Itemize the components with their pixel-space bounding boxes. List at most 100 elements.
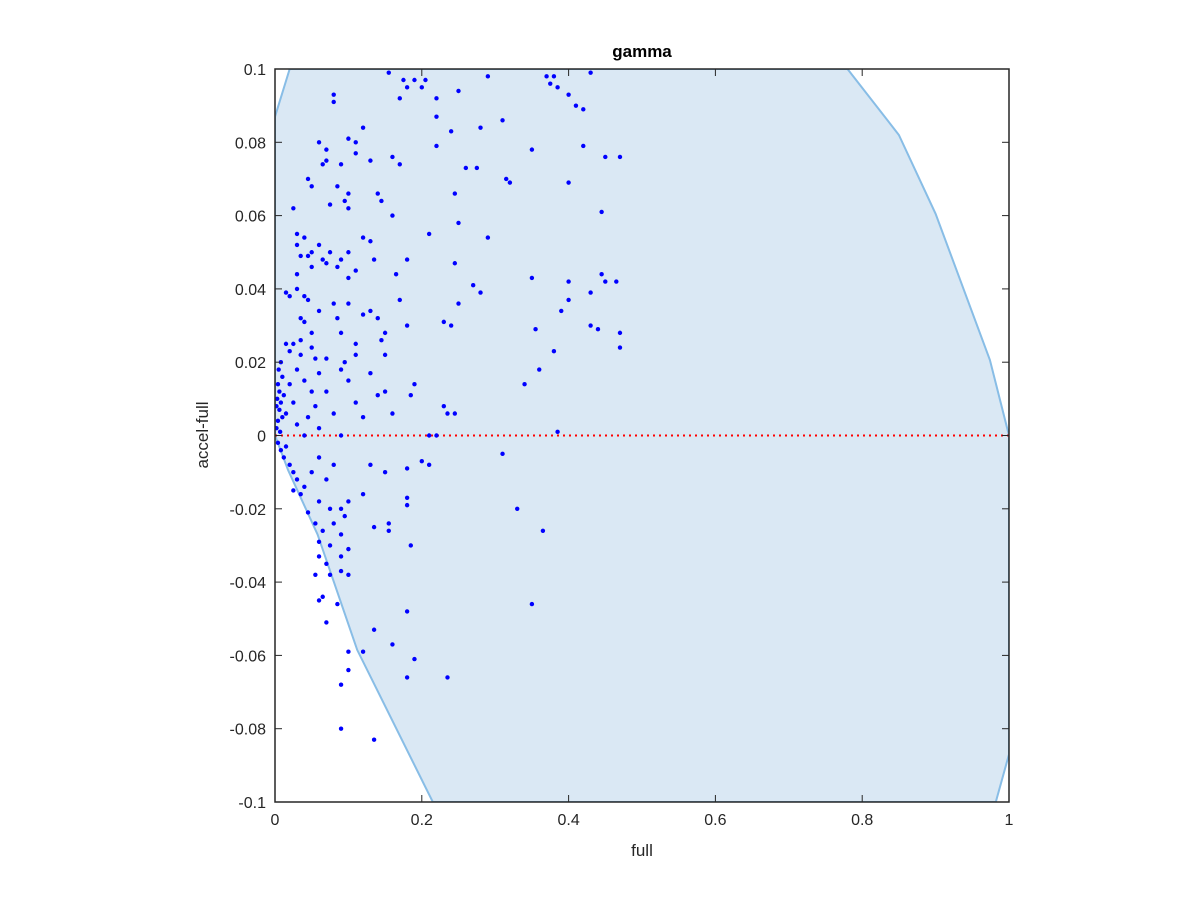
data-point [434,143,439,149]
data-point [327,202,333,207]
data-point [559,308,564,314]
data-point [368,462,373,468]
data-point [335,316,340,321]
data-point [324,158,329,163]
data-point [275,403,279,409]
y-tick-label: 0 [257,429,266,446]
data-point [324,389,329,394]
data-point [298,338,303,343]
data-point [529,601,535,607]
y-tick-label: -0.1 [238,795,266,812]
data-point [452,191,458,196]
data-point [382,330,388,336]
data-point [412,656,417,662]
data-point [419,85,424,90]
data-point [441,319,447,325]
data-point [485,74,491,79]
data-point [426,433,432,438]
data-point [397,162,402,167]
data-point [283,341,289,347]
data-point [338,367,344,372]
data-point [294,422,300,427]
x-axis-label: full [631,841,653,860]
data-point [309,184,314,189]
data-point [275,440,281,446]
data-point [603,279,608,284]
data-point [393,272,399,277]
data-point [346,499,351,504]
data-point [353,341,358,347]
data-point [463,165,469,171]
data-point [313,356,318,361]
data-point [291,400,296,405]
data-point [375,392,380,398]
data-point [599,209,604,215]
x-tick-label: 1 [1005,812,1014,829]
data-point [566,92,571,97]
data-point [404,323,410,328]
data-point [551,349,557,354]
data-point [581,143,586,149]
data-point [478,290,483,295]
data-point [412,77,417,83]
data-point [434,96,439,101]
data-point [566,297,571,303]
data-point [551,74,557,79]
y-tick-label: 0.06 [235,209,266,226]
data-point [540,528,546,533]
data-point [335,264,340,270]
data-point [338,532,344,537]
data-point [614,279,619,284]
data-point [573,103,579,108]
data-point [331,462,336,468]
data-point [294,477,300,482]
data-point [283,444,289,449]
data-point [302,378,307,383]
y-tick-label: 0.04 [235,282,266,299]
data-point [316,539,322,544]
data-point [291,206,296,211]
data-point [331,411,336,416]
data-point [371,524,377,530]
y-tick-label: -0.06 [230,648,267,665]
data-point [298,316,303,321]
data-point [324,356,329,361]
data-point [331,521,336,526]
data-point [302,235,307,240]
data-point [275,425,279,431]
data-point [353,400,358,405]
data-point [360,491,366,497]
data-point [390,642,395,647]
data-point [474,165,480,171]
data-point [302,319,307,325]
y-tick-label: 0.08 [235,135,266,152]
data-point [320,594,325,599]
data-point [294,286,300,292]
data-point [283,411,289,416]
data-point [281,392,287,398]
data-point [294,231,300,237]
data-point [316,308,322,314]
data-point [316,598,322,603]
data-point [423,77,428,83]
data-point [277,389,282,394]
data-point [588,290,593,295]
data-point [280,374,285,380]
plot-area [275,69,1009,802]
data-point [342,513,347,519]
data-point [309,330,314,336]
data-point [316,140,322,145]
data-point [281,455,287,460]
data-point [338,568,344,574]
data-point [452,261,458,266]
data-point [302,484,307,490]
data-point [353,268,358,273]
data-point [346,667,351,673]
data-point [298,352,303,358]
data-point [401,77,406,83]
data-point [291,341,296,347]
data-point [291,488,296,493]
data-point [360,125,366,130]
data-point [338,330,344,336]
